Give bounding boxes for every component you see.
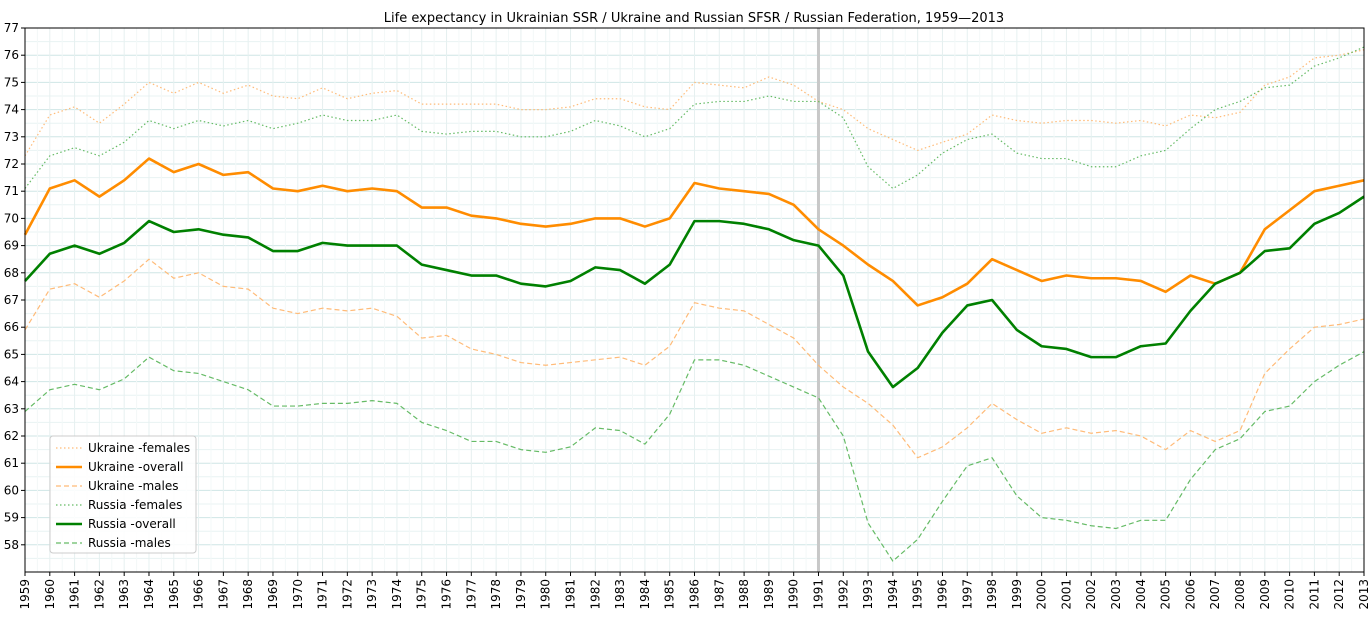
x-tick-label: 1986 xyxy=(688,579,702,610)
x-tick-label: 1981 xyxy=(564,579,578,610)
x-tick-label: 1963 xyxy=(117,579,131,610)
x-tick-label: 1961 xyxy=(68,579,82,610)
series-line-russia-females xyxy=(24,46,1365,190)
y-tick-label: 60 xyxy=(4,483,19,497)
x-tick-label: 1995 xyxy=(911,579,925,610)
x-tick-label: 2007 xyxy=(1208,579,1222,610)
series-line-russia-overall xyxy=(24,195,1365,389)
x-tick-label: 1988 xyxy=(737,579,751,610)
y-tick-label: 68 xyxy=(4,266,19,280)
y-tick-label: 65 xyxy=(4,347,19,361)
x-tick-label: 1964 xyxy=(142,579,156,610)
series-lines xyxy=(23,46,1365,562)
chart-title: Life expectancy in Ukrainian SSR / Ukrai… xyxy=(384,11,1004,26)
y-tick-label: 71 xyxy=(4,184,19,198)
x-tick-label: 1985 xyxy=(663,579,677,610)
x-tick-label: 1969 xyxy=(266,579,280,610)
x-tick-label: 1971 xyxy=(316,579,330,610)
y-tick-label: 67 xyxy=(4,293,19,307)
x-tick-label: 1991 xyxy=(811,579,825,610)
x-tick-label: 1966 xyxy=(192,579,206,610)
x-tick-label: 1994 xyxy=(886,579,900,610)
legend-label: Russia -males xyxy=(88,536,171,550)
x-tick-label: 1996 xyxy=(935,579,949,610)
legend: Ukraine -females Ukraine -overall Ukraine … xyxy=(49,435,197,554)
y-tick-label: 59 xyxy=(4,511,19,525)
y-tick-label: 61 xyxy=(4,456,19,470)
x-tick-label: 2009 xyxy=(1258,579,1272,610)
y-tick-label: 69 xyxy=(4,239,19,253)
grid xyxy=(24,27,1365,573)
x-tick-label: 1978 xyxy=(489,579,503,610)
x-tick-label: 1962 xyxy=(92,579,106,610)
x-tick-label: 1997 xyxy=(960,579,974,610)
x-tick-label: 2004 xyxy=(1134,579,1148,610)
x-tick-label: 1976 xyxy=(440,579,454,610)
x-tick-label: 1965 xyxy=(167,579,181,610)
x-tick-label: 1989 xyxy=(762,579,776,610)
x-tick-label: 1973 xyxy=(365,579,379,610)
series-line-russia-males xyxy=(24,351,1365,562)
y-tick-label: 74 xyxy=(4,103,19,117)
series-line-ukraine-females xyxy=(24,49,1365,157)
legend-label: Ukraine -females xyxy=(88,441,190,455)
x-tick-label: 1970 xyxy=(291,579,305,610)
legend-label: Russia -overall xyxy=(88,517,176,531)
x-tick-label: 2010 xyxy=(1283,579,1297,610)
x-tick-label: 2011 xyxy=(1307,579,1321,610)
x-tick-label: 1990 xyxy=(787,579,801,610)
y-tick-label: 76 xyxy=(4,48,19,62)
y-tick-label: 70 xyxy=(4,211,19,225)
legend-label: Ukraine -males xyxy=(88,479,179,493)
x-tick-label: 1974 xyxy=(390,579,404,610)
y-axis: 58 59 60 61 62 63 64 65 66 67 68 69 70 71 72 73 74 75 76 77 xyxy=(4,21,25,552)
x-tick-label: 1999 xyxy=(1010,579,1024,610)
x-tick-label: 1993 xyxy=(861,579,875,610)
x-tick-label: 2013 xyxy=(1357,579,1371,610)
x-tick-label: 1983 xyxy=(613,579,627,610)
x-tick-label: 2006 xyxy=(1183,579,1197,610)
y-tick-label: 77 xyxy=(4,21,19,35)
y-tick-label: 66 xyxy=(4,320,19,334)
x-tick-label: 1982 xyxy=(588,579,602,610)
x-tick-label: 2005 xyxy=(1159,579,1173,610)
y-tick-label: 62 xyxy=(4,429,19,443)
y-tick-label: 58 xyxy=(4,538,19,552)
x-tick-label: 1975 xyxy=(415,579,429,610)
x-tick-label: 1979 xyxy=(514,579,528,610)
x-tick-label: 2003 xyxy=(1109,579,1123,610)
x-tick-label: 2012 xyxy=(1332,579,1346,610)
x-tick-label: 1968 xyxy=(241,579,255,610)
series-line-ukraine-overall xyxy=(23,157,1365,307)
x-tick-label: 1967 xyxy=(216,579,230,610)
x-tick-label: 2001 xyxy=(1059,579,1073,610)
x-tick-label: 2000 xyxy=(1035,579,1049,610)
y-tick-label: 63 xyxy=(4,402,19,416)
series-line-ukraine-males xyxy=(24,258,1365,459)
y-tick-label: 73 xyxy=(4,130,19,144)
x-tick-label: 2008 xyxy=(1233,579,1247,610)
legend-label: Ukraine -overall xyxy=(88,460,184,474)
x-tick-label: 1977 xyxy=(464,579,478,610)
x-tick-label: 1992 xyxy=(836,579,850,610)
x-tick-label: 1987 xyxy=(712,579,726,610)
x-axis: 1959 1960 1961 1962 1963 1964 1965 1966 1967 1968… xyxy=(18,572,1371,610)
y-tick-label: 75 xyxy=(4,75,19,89)
x-tick-label: 1984 xyxy=(638,579,652,610)
x-tick-label: 2002 xyxy=(1084,579,1098,610)
y-tick-label: 72 xyxy=(4,157,19,171)
x-tick-label: 1998 xyxy=(985,579,999,610)
y-tick-label: 64 xyxy=(4,375,19,389)
x-tick-label: 1960 xyxy=(43,579,57,610)
x-tick-label: 1959 xyxy=(18,579,32,610)
legend-label: Russia -females xyxy=(88,498,182,512)
x-tick-label: 1972 xyxy=(340,579,354,610)
legend-frame xyxy=(49,435,197,554)
x-tick-label: 1980 xyxy=(539,579,553,610)
